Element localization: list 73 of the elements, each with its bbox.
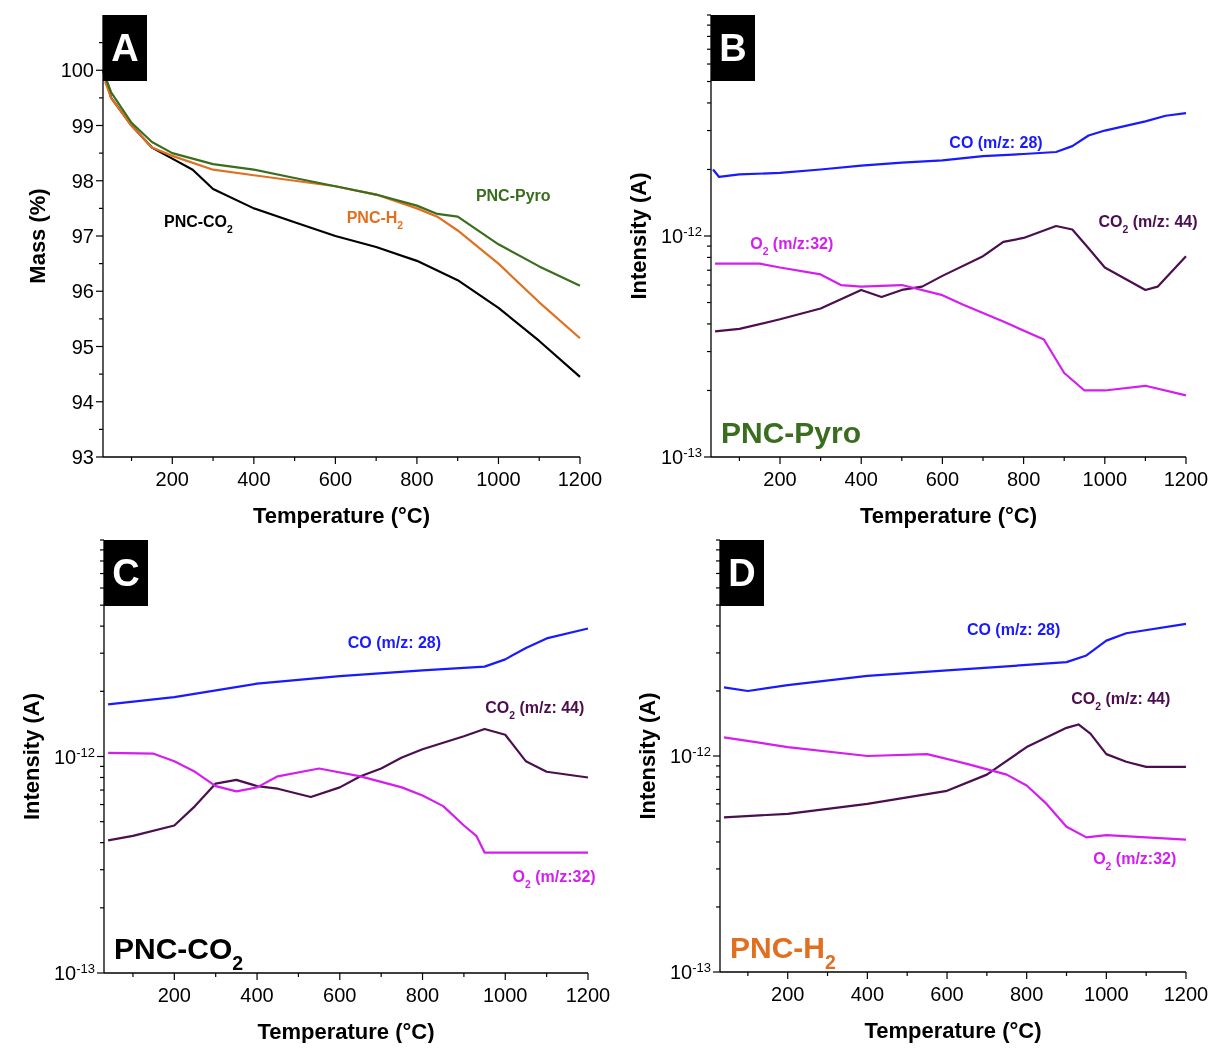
y-tick-label: 96: [71, 280, 94, 303]
y-tick-label: 99: [71, 114, 94, 137]
x-tick-label: 400: [237, 468, 271, 490]
x-axis-title: Temperature (°C): [859, 503, 1038, 528]
series-label: PNC-Pyro: [475, 186, 551, 204]
x-tick-label: 800: [405, 984, 440, 1006]
y-tick-label: 10$^{-13}$: [53, 960, 95, 984]
series-label: CO (m/z: 28): [949, 133, 1043, 151]
x-axis-title: Temperature (°C): [864, 1018, 1042, 1043]
line-series: [713, 262, 1188, 397]
x-tick-label: 600: [323, 984, 357, 1006]
chart-title: A: [111, 27, 139, 69]
line-series: [722, 723, 1188, 819]
x-tick-label: 200: [157, 984, 192, 1006]
y-tick-label: 93: [71, 446, 94, 468]
x-tick-label: 1200: [557, 468, 603, 490]
y-tick-label: 10$^{-12}$: [53, 744, 95, 768]
x-tick-label: 1000: [483, 984, 528, 1006]
x-tick-label: 600: [930, 983, 964, 1005]
y-tick-label: 10$^{-13}$: [669, 959, 711, 983]
y-axis-title: Intensity (A): [19, 692, 44, 821]
x-tick-label: 1000: [476, 468, 521, 490]
x-tick-label: 600: [318, 468, 353, 490]
y-tick-label: 10$^{-13}$: [660, 444, 702, 468]
y-tick-label: 95: [71, 335, 94, 358]
line-series: [722, 736, 1188, 841]
x-tick-label: 1200: [565, 984, 611, 1006]
series-label: CO (m/z: 28): [966, 621, 1061, 639]
series-label: O$_{2}$ (m/z:32): [750, 235, 834, 257]
x-tick-label: 400: [240, 984, 274, 1006]
x-tick-label: 1000: [1084, 983, 1129, 1005]
y-axis-title: Intensity (A): [626, 172, 651, 300]
chart-title: C: [112, 552, 140, 594]
x-tick-label: 200: [763, 468, 797, 490]
series-label: O$_{2}$ (m/z:32): [1093, 850, 1177, 872]
chart-title: D: [728, 552, 756, 594]
x-tick-label: 200: [771, 983, 805, 1005]
x-tick-label: 1200: [1163, 468, 1209, 490]
line-series: [107, 751, 590, 854]
line-series: [103, 80, 582, 340]
x-axis-title: Temperature (°C): [257, 1019, 435, 1044]
x-tick-label: 1200: [1163, 983, 1209, 1005]
x-tick-label: 800: [1010, 983, 1044, 1005]
chart-title: B: [719, 27, 747, 69]
line-series: [722, 622, 1188, 693]
text: PNC-H$_{2}$: [730, 931, 836, 973]
y-tick-label: 94: [71, 390, 94, 413]
x-tick-label: 600: [925, 468, 960, 490]
series-label: CO$_{2}$ (m/z: 44): [1098, 213, 1198, 235]
x-tick-label: 200: [155, 468, 189, 490]
y-axis-title: Intensity (A): [635, 692, 660, 820]
x-tick-label: 800: [400, 468, 434, 490]
y-tick-label: 100: [60, 59, 94, 82]
x-tick-label: 800: [1006, 468, 1041, 490]
y-tick-label: 10$^{-12}$: [669, 743, 711, 767]
line-series: [107, 727, 590, 842]
line-series: [711, 111, 1188, 179]
series-label: PNC-H$_{2}$: [346, 208, 404, 231]
x-tick-label: 400: [844, 468, 878, 490]
series-label: CO$_{2}$ (m/z: 44): [1071, 690, 1171, 712]
text: PNC-Pyro: [721, 416, 862, 449]
series-label: PNC-CO$_{2}$: [163, 213, 234, 235]
y-tick-label: 98: [71, 169, 94, 192]
series-label: O$_{2}$ (m/z:32): [512, 868, 596, 890]
series-label: CO (m/z: 28): [347, 634, 442, 652]
y-tick-label: 10$^{-12}$: [660, 223, 702, 247]
x-tick-label: 400: [850, 983, 885, 1005]
text: PNC-CO$_{2}$: [114, 932, 244, 974]
y-tick-label: 97: [71, 225, 94, 247]
x-tick-label: 1000: [1082, 468, 1128, 490]
y-axis-title: Mass (%): [25, 188, 50, 284]
series-label: CO$_{2}$ (m/z: 44): [485, 699, 585, 721]
x-axis-title: Temperature (°C): [252, 503, 431, 528]
